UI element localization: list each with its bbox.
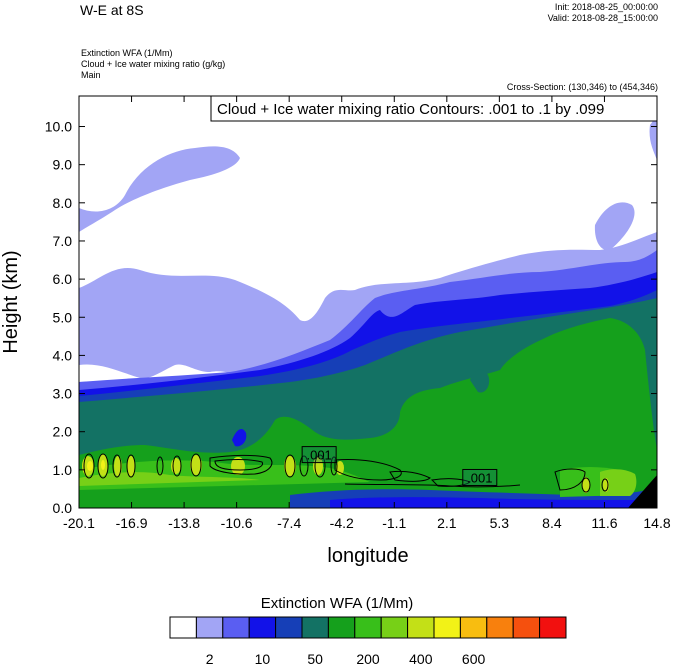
colorbar-label: 10 [254,651,271,667]
x-tick-label: -1.1 [382,515,406,531]
colorbar-title: Extinction WFA (1/Mm) [260,595,414,612]
light-blue-cloud [649,100,657,160]
blue-pocket [232,429,247,447]
colorbar-bin [539,616,567,639]
colorbar-label: 50 [307,651,323,667]
x-axis-label: longitude [327,545,408,567]
terrain [628,475,657,508]
white-gap [140,335,160,366]
x-tick-label: -7.4 [277,515,301,531]
x-tick-label: -16.9 [116,515,148,531]
x-tick-label: 8.4 [542,515,562,531]
colorbar [169,616,567,639]
y-tick-label: 6.0 [53,271,73,287]
colorbar-bin [195,616,224,639]
teal-pocket [470,369,490,393]
contour-label: .001 [306,448,331,463]
x-tick-label: -4.2 [330,515,354,531]
colorbar-bin [407,616,435,639]
valid-time: Valid: 2018-08-28_15:00:00 [547,13,658,23]
y-axis: 0.0 1.0 2.0 3.0 4.0 5.0 6.0 7.0 8.0 9.0 10.0 [45,119,657,516]
contour-labels: .001 .001 [301,446,498,486]
colorbar-bin [512,616,541,639]
colorbar-bin [222,616,250,639]
x-tick-label: 2.1 [437,515,457,531]
colorbar-label: 600 [461,651,486,667]
colorbar-label: 400 [409,651,433,667]
contour-label: .001 [467,470,492,485]
colorbar-bin [275,616,303,639]
plot-title: W-E at 8S [80,2,144,18]
x-tick-label: -13.8 [168,515,200,531]
colorbar-bin [433,616,461,639]
contour-label-box [462,468,498,486]
light-blue-cloud [594,202,635,251]
colorbar-bin [301,616,329,639]
deep-blue-bottom [330,497,640,508]
contour-info-box: Cloud + Ice water mixing ratio Contours:… [210,95,658,122]
init-time: Init: 2018-08-25_00:00:00 [554,2,658,12]
y-tick-label: 4.0 [53,347,73,363]
y-tick-label: 9.0 [53,157,73,173]
y-tick-label: 0.0 [53,500,73,516]
variable-line-2: Cloud + Ice water mixing ratio (g/kg) [81,59,226,69]
colorbar-bin [459,616,488,639]
x-tick-label: -20.1 [63,515,95,531]
variable-line-3: Main [81,70,101,80]
colorbar-bin [354,616,382,639]
x-tick-label: -10.6 [221,515,253,531]
variable-line-1: Extinction WFA (1/Mm) [81,48,173,58]
colorbar-bin [248,616,277,639]
y-tick-label: 1.0 [53,462,73,478]
x-tick-label: 5.3 [490,515,510,531]
colorbar-bin [169,616,197,639]
y-tick-label: 10.0 [45,119,72,135]
colorbar-bin [327,616,356,639]
x-tick-label: 11.6 [591,515,617,531]
white-gap [79,364,235,382]
y-tick-label: 2.0 [53,424,73,440]
light-blue-cloud [79,146,240,232]
y-tick-label: 8.0 [53,195,73,211]
colorbar-label: 200 [356,651,380,667]
yellow-green-core [79,472,260,486]
x-tick-label: 14.8 [643,515,670,531]
contour-lines [83,453,609,493]
colorbar-bin [486,616,514,639]
field-fill [79,96,657,508]
contour-info-label: Cloud + Ice water mixing ratio Contours:… [217,101,604,118]
colorbar-label: 2 [205,651,214,667]
green-patch-east [600,469,637,496]
cross-section-label: Cross-Section: (130,346) to (454,346) [506,82,658,92]
y-axis-label: Height (km) [0,250,22,353]
y-tick-label: 5.0 [53,309,73,325]
x-axis: -20.1 -16.9 -13.8 -10.6 -7.4 -4.2 -1.1 2.1 5.3 8.… [63,96,671,531]
y-tick-label: 7.0 [53,233,73,249]
y-tick-label: 3.0 [53,386,73,402]
colorbar-bin [380,616,409,639]
contour-label-box [301,446,337,464]
